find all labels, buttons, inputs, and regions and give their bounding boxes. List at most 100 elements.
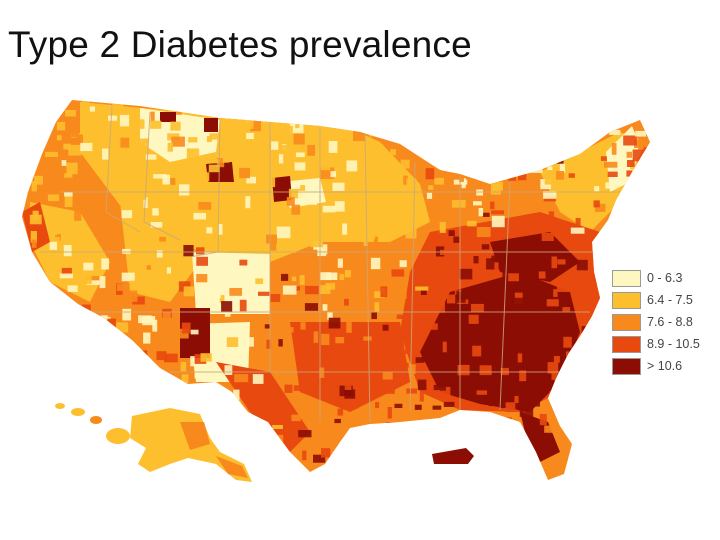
county-cell bbox=[614, 458, 621, 469]
county-cell bbox=[446, 294, 456, 304]
county-cell bbox=[322, 304, 328, 311]
hawaii bbox=[55, 403, 130, 444]
county-cell bbox=[445, 105, 450, 116]
county-cell bbox=[495, 156, 508, 163]
county-cell bbox=[270, 209, 279, 220]
county-cell bbox=[112, 101, 124, 111]
county-cell bbox=[481, 121, 487, 128]
county-cell bbox=[592, 162, 603, 174]
county-cell bbox=[634, 210, 641, 221]
county-cell bbox=[486, 441, 495, 453]
county-cell bbox=[605, 182, 613, 189]
county-cell bbox=[544, 109, 550, 119]
county-cell bbox=[380, 286, 388, 298]
county-cell bbox=[476, 227, 491, 238]
county-cell bbox=[150, 120, 162, 129]
county-cell bbox=[526, 109, 531, 122]
county-cell bbox=[391, 269, 405, 277]
county-cell bbox=[396, 314, 407, 319]
county-cell bbox=[408, 118, 416, 131]
county-cell bbox=[509, 434, 521, 439]
county-cell bbox=[483, 405, 488, 411]
county-cell bbox=[518, 149, 525, 158]
county-cell bbox=[331, 328, 345, 336]
county-cell bbox=[553, 289, 558, 297]
county-cell bbox=[419, 389, 424, 402]
county-cell bbox=[647, 126, 650, 136]
county-cell bbox=[68, 389, 81, 395]
county-cell bbox=[640, 424, 648, 430]
county-cell bbox=[310, 193, 317, 205]
county-cell bbox=[313, 331, 319, 343]
county-cell bbox=[167, 491, 178, 499]
county-cell bbox=[110, 356, 124, 364]
county-cell bbox=[151, 359, 160, 366]
county-cell bbox=[445, 478, 458, 480]
county-cell bbox=[92, 265, 99, 273]
county-cell bbox=[235, 425, 249, 430]
county-cell bbox=[528, 160, 538, 171]
county-cell bbox=[59, 273, 73, 279]
county-cell bbox=[638, 386, 647, 396]
county-cell bbox=[122, 248, 131, 254]
county-cell bbox=[622, 254, 635, 263]
county-cell bbox=[379, 489, 389, 501]
county-cell bbox=[406, 388, 417, 394]
county-cell bbox=[216, 391, 229, 401]
county-cell bbox=[150, 250, 157, 258]
county-cell bbox=[320, 272, 331, 281]
county-cell bbox=[468, 314, 479, 324]
county-cell bbox=[651, 228, 656, 237]
county-cell bbox=[461, 178, 466, 189]
county-cell bbox=[300, 208, 306, 218]
county-cell bbox=[556, 171, 565, 180]
county-cell bbox=[56, 451, 70, 459]
county-cell bbox=[515, 465, 530, 478]
county-cell bbox=[235, 434, 246, 445]
county-cell bbox=[403, 175, 408, 185]
county-cell bbox=[440, 351, 451, 362]
county-cell bbox=[397, 107, 405, 113]
county-cell bbox=[282, 285, 297, 295]
county-cell bbox=[432, 405, 442, 410]
county-cell bbox=[91, 431, 100, 439]
county-cell bbox=[377, 343, 390, 354]
county-cell bbox=[291, 204, 301, 215]
county-cell bbox=[480, 289, 490, 299]
county-cell bbox=[517, 170, 527, 181]
county-cell bbox=[617, 447, 623, 453]
county-cell bbox=[209, 133, 220, 140]
county-cell bbox=[251, 106, 258, 112]
county-cell bbox=[519, 489, 530, 501]
county-cell bbox=[432, 426, 444, 433]
county-cell bbox=[183, 286, 194, 297]
county-cell bbox=[406, 475, 421, 480]
county-cell bbox=[64, 196, 73, 208]
county-cell bbox=[585, 473, 594, 480]
county-cell bbox=[298, 430, 312, 438]
county-cell bbox=[318, 490, 325, 501]
county-cell bbox=[293, 385, 306, 391]
county-cell bbox=[500, 382, 507, 388]
county-cell bbox=[627, 160, 635, 167]
county-cell bbox=[572, 347, 583, 356]
county-cell bbox=[465, 121, 471, 128]
county-cell bbox=[386, 184, 399, 193]
county-cell bbox=[166, 267, 171, 274]
county-cell bbox=[574, 491, 581, 498]
county-cell bbox=[86, 280, 100, 285]
county-cell bbox=[222, 155, 229, 163]
county-cell bbox=[176, 109, 182, 115]
county-cell bbox=[370, 257, 381, 270]
county-cell bbox=[379, 100, 389, 102]
county-cell bbox=[344, 389, 356, 399]
county-cell bbox=[155, 180, 162, 192]
county-cell bbox=[153, 174, 167, 179]
county-cell bbox=[266, 234, 277, 244]
county-cell bbox=[120, 137, 130, 148]
county-cell bbox=[121, 210, 133, 219]
county-cell bbox=[377, 440, 391, 450]
county-cell bbox=[328, 317, 341, 329]
county-cell bbox=[381, 361, 393, 373]
county-cell bbox=[516, 160, 526, 165]
